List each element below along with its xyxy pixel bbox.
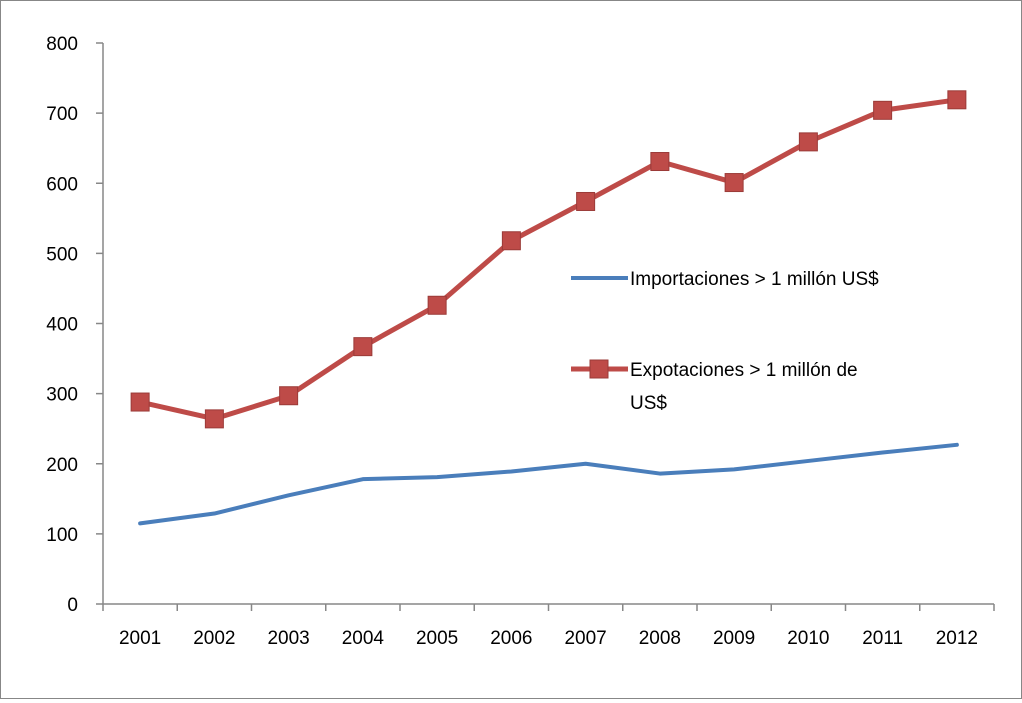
series-point — [279, 386, 299, 406]
y-tick-label: 200 — [46, 455, 78, 476]
x-tick-label: 2001 — [119, 628, 161, 649]
x-tick-label: 2003 — [267, 628, 309, 649]
series-point — [724, 173, 744, 193]
y-tick-label: 300 — [46, 385, 78, 406]
series-point — [427, 295, 447, 315]
y-tick-label: 0 — [67, 595, 78, 616]
y-tick-label: 800 — [46, 34, 78, 55]
x-tick-label: 2007 — [564, 628, 606, 649]
y-tick-label: 700 — [46, 104, 78, 125]
series-line-2 — [137, 97, 960, 422]
series-point — [650, 152, 670, 172]
x-tick-label: 2009 — [713, 628, 755, 649]
series-point — [204, 409, 224, 429]
x-tick-label: 2008 — [639, 628, 681, 649]
series-point — [576, 191, 596, 211]
legend-swatch-marker — [589, 359, 609, 379]
x-tick-label: 2011 — [862, 628, 903, 649]
x-tick-label: 2005 — [416, 628, 458, 649]
series-point — [501, 231, 521, 251]
x-tick-label: 2006 — [490, 628, 532, 649]
series-layer — [130, 90, 967, 526]
series-point — [947, 90, 967, 110]
x-tick-label: 2012 — [936, 628, 978, 649]
x-tick-label: 2010 — [787, 628, 829, 649]
x-tick-label: 2004 — [342, 628, 385, 649]
series-point — [798, 132, 818, 152]
legend: Importaciones > 1 millón US$ Expotaciones… — [571, 269, 879, 414]
x-axis-ticks: 2001 2002 2003 2004 2005 2006 2007 2008 2009 2010… — [102, 604, 995, 649]
y-tick-label: 500 — [46, 244, 78, 265]
y-tick-label: 400 — [46, 315, 78, 336]
y-tick-label: 100 — [46, 525, 78, 546]
y-tick-label: 600 — [46, 174, 78, 195]
series-line-1 — [138, 442, 959, 526]
series-point — [353, 337, 373, 357]
series-point — [873, 100, 893, 120]
legend-label: Importaciones > 1 millón US$ — [630, 269, 879, 290]
series-point — [130, 392, 150, 412]
legend-label: US$ — [630, 393, 667, 414]
y-axis-ticks: 0 100 200 300 400 500 600 700 800 — [46, 34, 103, 616]
x-tick-label: 2002 — [193, 628, 235, 649]
legend-label: Expotaciones > 1 millón de — [630, 360, 858, 381]
